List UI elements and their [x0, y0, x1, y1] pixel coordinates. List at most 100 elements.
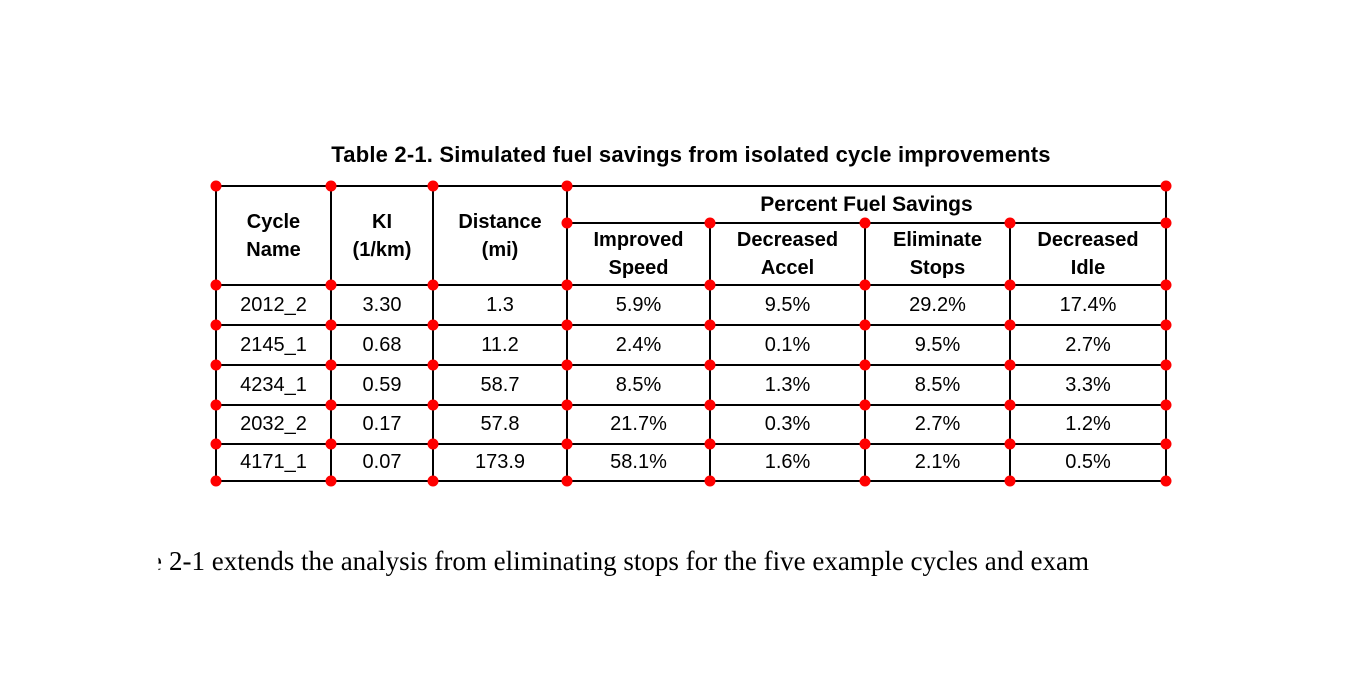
- grid-marker-dot[interactable]: [210, 399, 222, 411]
- grid-marker-dot[interactable]: [859, 217, 871, 229]
- grid-marker-dot[interactable]: [1160, 359, 1172, 371]
- grid-marker-dot[interactable]: [1160, 438, 1172, 450]
- grid-marker-dot[interactable]: [1004, 279, 1016, 291]
- grid-marker-dot[interactable]: [561, 438, 573, 450]
- grid-marker-dot[interactable]: [325, 475, 337, 487]
- grid-marker-dot[interactable]: [325, 279, 337, 291]
- grid-marker-dot[interactable]: [704, 475, 716, 487]
- cell-improved-speed: 5.9%: [615, 293, 662, 316]
- cell-eliminate-stops: 2.7%: [914, 413, 961, 435]
- grid-marker-dot[interactable]: [325, 180, 337, 192]
- grid-marker-dot[interactable]: [325, 359, 337, 371]
- grid-marker-dot[interactable]: [1160, 180, 1172, 192]
- grid-marker-dot[interactable]: [859, 475, 871, 487]
- grid-marker-dot[interactable]: [1004, 438, 1016, 450]
- cell-decreased-idle: 0.5%: [1065, 451, 1111, 473]
- grid-marker-dot[interactable]: [210, 475, 222, 487]
- grid-marker-dot[interactable]: [561, 319, 573, 331]
- col-header-distance: Distance (mi): [458, 210, 542, 261]
- grid-marker-dot[interactable]: [1160, 475, 1172, 487]
- grid-marker-dot[interactable]: [427, 319, 439, 331]
- grid-marker-dot[interactable]: [1004, 319, 1016, 331]
- col-header-cycle-name: Cycle Name: [246, 210, 301, 261]
- grid-marker-dot[interactable]: [427, 438, 439, 450]
- cell-cycle-name: 2032_2: [240, 413, 307, 435]
- grid-marker-dot[interactable]: [704, 319, 716, 331]
- cell-ki: 3.30: [362, 293, 402, 316]
- col-header-decreased-accel: Decreased Accel: [736, 229, 839, 279]
- grid-marker-dot[interactable]: [704, 399, 716, 411]
- table-grid-line: [215, 480, 1167, 482]
- grid-marker-dot[interactable]: [427, 359, 439, 371]
- grid-marker-dot[interactable]: [1004, 475, 1016, 487]
- cell-ki: 0.68: [362, 333, 402, 356]
- table-grid-line: [1165, 185, 1167, 482]
- grid-marker-dot[interactable]: [704, 279, 716, 291]
- grid-marker-dot[interactable]: [1004, 399, 1016, 411]
- table-grid-line: [566, 185, 568, 482]
- grid-marker-dot[interactable]: [210, 180, 222, 192]
- grid-marker-dot[interactable]: [427, 279, 439, 291]
- cell-improved-speed: 2.4%: [615, 333, 662, 356]
- grid-marker-dot[interactable]: [325, 438, 337, 450]
- body-text-line: e 2-1 extends the analysis from eliminati…: [150, 546, 1089, 577]
- grid-marker-dot[interactable]: [1160, 399, 1172, 411]
- grid-marker-dot[interactable]: [561, 359, 573, 371]
- grid-marker-dot[interactable]: [427, 180, 439, 192]
- cell-decreased-accel: 9.5%: [764, 293, 811, 316]
- cell-decreased-accel: 1.6%: [764, 451, 811, 473]
- table-grid-line: [215, 284, 1167, 286]
- grid-marker-dot[interactable]: [210, 319, 222, 331]
- grid-marker-dot[interactable]: [427, 475, 439, 487]
- body-sentence: 2-1 extends the analysis from eliminatin…: [168, 546, 1089, 576]
- grid-marker-dot[interactable]: [210, 438, 222, 450]
- grid-marker-dot[interactable]: [704, 217, 716, 229]
- table-grid-line: [330, 185, 332, 482]
- group-header-percent-fuel-savings: Percent Fuel Savings: [760, 192, 973, 216]
- grid-marker-dot[interactable]: [561, 279, 573, 291]
- cell-distance: 1.3: [486, 293, 514, 316]
- grid-marker-dot[interactable]: [1160, 217, 1172, 229]
- grid-marker-dot[interactable]: [859, 438, 871, 450]
- cell-decreased-accel: 0.1%: [764, 333, 811, 356]
- col-header-decreased-idle: Decreased Idle: [1037, 229, 1139, 279]
- table-grid-line: [215, 324, 1167, 326]
- grid-marker-dot[interactable]: [561, 180, 573, 192]
- grid-marker-dot[interactable]: [1160, 279, 1172, 291]
- grid-marker-dot[interactable]: [325, 399, 337, 411]
- cell-improved-speed: 8.5%: [615, 373, 662, 396]
- cell-decreased-idle: 3.3%: [1065, 373, 1111, 396]
- grid-marker-dot[interactable]: [561, 399, 573, 411]
- grid-marker-dot[interactable]: [210, 279, 222, 291]
- grid-marker-dot[interactable]: [210, 359, 222, 371]
- cell-cycle-name: 4234_1: [240, 373, 307, 396]
- grid-marker-dot[interactable]: [859, 319, 871, 331]
- cell-distance: 58.7: [480, 373, 520, 396]
- grid-marker-dot[interactable]: [704, 438, 716, 450]
- grid-marker-dot[interactable]: [561, 475, 573, 487]
- cell-ki: 0.17: [362, 413, 402, 435]
- table-grid-line: [709, 222, 711, 482]
- grid-marker-dot[interactable]: [427, 399, 439, 411]
- col-header-improved-speed: Improved Speed: [593, 229, 684, 279]
- table-grid-line: [864, 222, 866, 482]
- grid-marker-dot[interactable]: [1160, 319, 1172, 331]
- cell-cycle-name: 2145_1: [240, 333, 307, 356]
- cell-decreased-idle: 17.4%: [1059, 293, 1117, 316]
- cell-ki: 0.59: [362, 373, 402, 396]
- grid-marker-dot[interactable]: [859, 399, 871, 411]
- grid-marker-dot[interactable]: [859, 359, 871, 371]
- cell-eliminate-stops: 8.5%: [914, 373, 961, 396]
- grid-marker-dot[interactable]: [1004, 217, 1016, 229]
- grid-marker-dot[interactable]: [325, 319, 337, 331]
- table-grid-line: [215, 404, 1167, 406]
- cell-eliminate-stops: 29.2%: [909, 293, 966, 316]
- grid-marker-dot[interactable]: [859, 279, 871, 291]
- grid-marker-dot[interactable]: [704, 359, 716, 371]
- table-grid-line: [215, 443, 1167, 445]
- grid-marker-dot[interactable]: [561, 217, 573, 229]
- cell-distance: 11.2: [481, 333, 519, 356]
- clipped-char: e: [150, 546, 162, 576]
- grid-marker-dot[interactable]: [1004, 359, 1016, 371]
